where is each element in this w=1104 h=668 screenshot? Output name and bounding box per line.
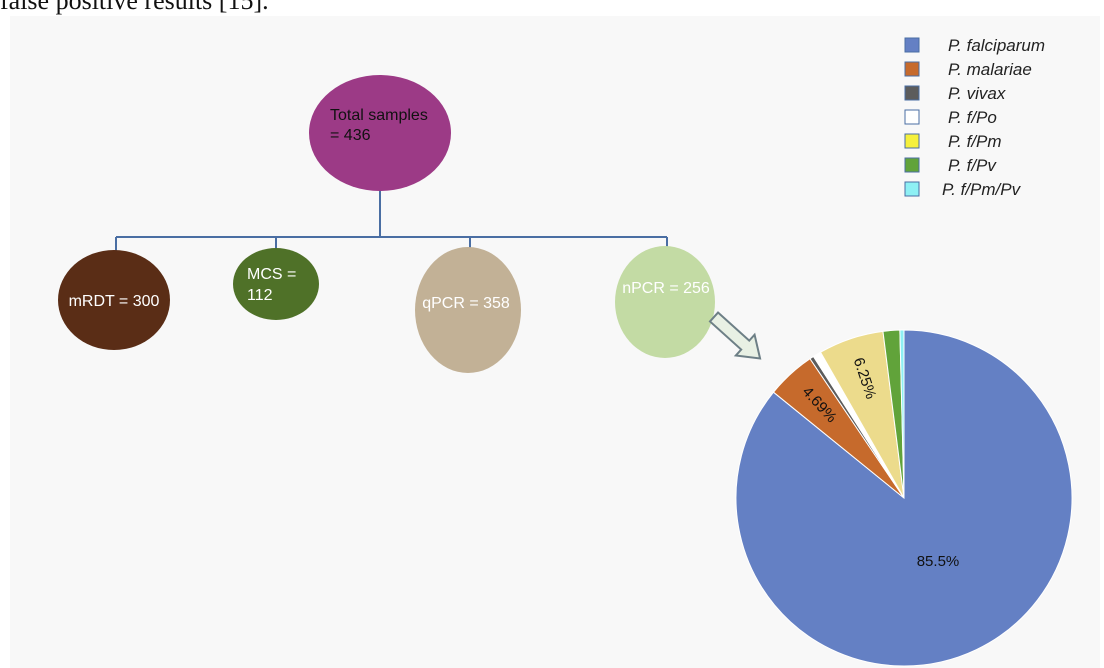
node-mcs-label-line1: MCS = <box>247 266 296 283</box>
legend-label-3: P. f/Po <box>948 108 997 127</box>
root-node-shape <box>309 75 451 191</box>
legend-label-4: P. f/Pm <box>948 132 1002 151</box>
pie-label-0: 85.5% <box>917 553 960 570</box>
legend-label-2: P. vivax <box>948 84 1006 103</box>
root-node-label-line1: Total samples <box>330 107 428 124</box>
legend-swatch-2 <box>904 85 920 101</box>
hollow-right-down-arrow-icon <box>708 311 762 360</box>
tree-connectors <box>115 190 668 252</box>
legend-label-1: P. malariae <box>948 60 1032 79</box>
chart-legend: P. falciparum P. malariae P. vivax P. f/Po P… <box>904 36 1045 199</box>
page-top-text: false positive results [15]. <box>0 0 269 15</box>
node-mcs-label-line2: 112 <box>247 287 273 304</box>
root-node: Total samples = 436 <box>309 75 451 191</box>
legend-swatch-3 <box>904 109 920 125</box>
pie-chart: 85.5%4.69%6.25% <box>735 329 1073 667</box>
legend-swatch-6 <box>904 181 920 197</box>
node-mrdt-label: mRDT = 300 <box>69 293 160 310</box>
legend-swatch-4 <box>904 133 920 149</box>
legend-swatch-0 <box>904 37 920 53</box>
node-npcr: nPCR = 256 <box>615 246 715 358</box>
node-qpcr: qPCR = 358 <box>415 247 521 373</box>
node-qpcr-label: qPCR = 358 <box>422 295 510 312</box>
pie-slice-6 <box>899 329 905 499</box>
legend-swatch-5 <box>904 157 920 173</box>
node-mcs-shape <box>233 248 319 320</box>
legend-label-0: P. falciparum <box>948 36 1045 55</box>
node-mcs: MCS = 112 <box>233 248 319 320</box>
legend-label-6: P. f/Pm/Pv <box>942 180 1022 199</box>
root-node-label-line2: = 436 <box>330 127 371 144</box>
node-mrdt: mRDT = 300 <box>58 250 170 350</box>
node-qpcr-shape <box>415 247 521 373</box>
node-mrdt-shape <box>58 250 170 350</box>
legend-swatch-1 <box>904 61 920 77</box>
node-npcr-shape <box>615 246 715 358</box>
legend-label-5: P. f/Pv <box>948 156 997 175</box>
node-npcr-label: nPCR = 256 <box>622 280 710 297</box>
